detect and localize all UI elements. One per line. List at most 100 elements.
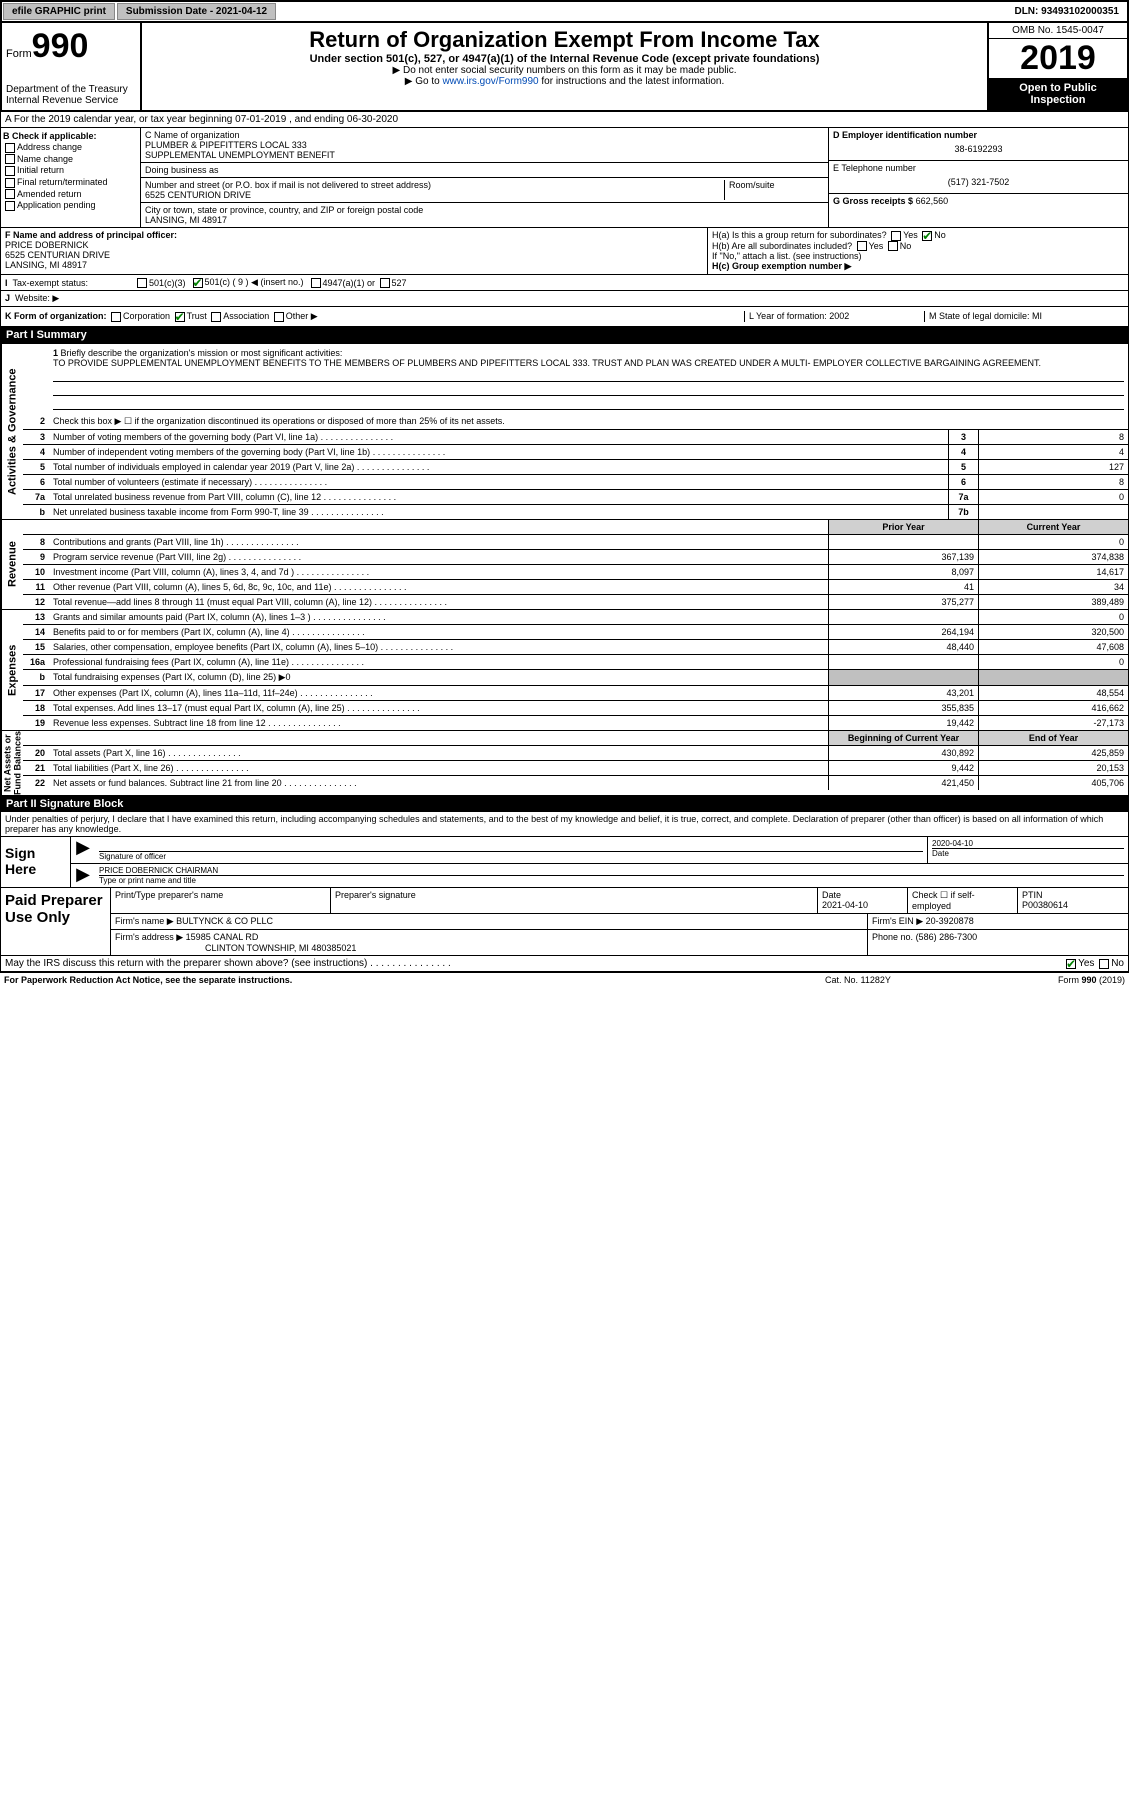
cb-discuss-yes[interactable] <box>1066 959 1076 969</box>
part1-header: Part I Summary <box>0 327 1129 343</box>
ein-label: Firm's EIN ▶ <box>872 916 923 926</box>
cb-527[interactable] <box>380 278 390 288</box>
subtitle-2: ▶ Do not enter social security numbers o… <box>146 65 983 76</box>
sig-name-label: Type or print name and title <box>99 876 196 885</box>
f-name: PRICE DOBERNICK <box>5 240 703 250</box>
j-text: Website: ▶ <box>15 293 59 303</box>
hdr-prior: Prior Year <box>828 520 978 534</box>
b-item-5: Application pending <box>17 200 96 210</box>
addr1: 15985 CANAL RD <box>186 932 259 942</box>
f-label: F Name and address of principal officer: <box>5 230 703 240</box>
cb-final[interactable] <box>5 178 15 188</box>
g-value: 662,560 <box>916 196 949 206</box>
ha-no: No <box>934 230 946 240</box>
goto-pre: ▶ Go to <box>405 76 443 87</box>
goto-post: for instructions and the latest informat… <box>539 76 725 87</box>
col-h: H(a) Is this a group return for subordin… <box>708 228 1128 274</box>
arrow-icon-2: ▶ <box>71 864 95 887</box>
sig-date: 2020-04-10 <box>932 839 1124 848</box>
cb-other[interactable] <box>274 312 284 322</box>
paid-h3: Date <box>822 890 841 900</box>
top-bar: efile GRAPHIC print Submission Date - 20… <box>0 0 1129 23</box>
cb-ha-no[interactable] <box>922 231 932 241</box>
rev-header: Prior Year Current Year <box>23 520 1128 535</box>
cb-discuss-no[interactable] <box>1099 959 1109 969</box>
ag-line-6: 6Total number of volunteers (estimate if… <box>23 475 1128 490</box>
opt-527: 527 <box>392 278 407 288</box>
k-trust: Trust <box>187 311 207 321</box>
cb-amended[interactable] <box>5 189 15 199</box>
cb-501c[interactable] <box>193 278 203 288</box>
exp-lines-17: 17Other expenses (Part IX, column (A), l… <box>23 686 1128 701</box>
ag-line-3: 3Number of voting members of the governi… <box>23 430 1128 445</box>
sig-date-label: Date <box>932 849 949 858</box>
i-label: I <box>5 278 8 288</box>
cb-hb-no[interactable] <box>888 241 898 251</box>
cb-4947[interactable] <box>311 278 321 288</box>
dept-label: Department of the Treasury Internal Reve… <box>6 84 136 106</box>
b-item-0: Address change <box>17 142 82 152</box>
cb-corp[interactable] <box>111 312 121 322</box>
paid-h5: PTIN <box>1022 890 1043 900</box>
cb-initial[interactable] <box>5 166 15 176</box>
irs-link[interactable]: www.irs.gov/Form990 <box>442 76 538 87</box>
submission-date: Submission Date - 2021-04-12 <box>117 3 276 20</box>
paid-block: Paid Preparer Use Only Print/Type prepar… <box>0 888 1129 956</box>
summary-ag: Activities & Governance 1 Briefly descri… <box>0 343 1129 520</box>
cb-hb-yes[interactable] <box>857 241 867 251</box>
part2-header: Part II Signature Block <box>0 796 1129 812</box>
row-j: J Website: ▶ <box>0 291 1129 307</box>
summary-na: Net Assets or Fund Balances Beginning of… <box>0 731 1129 796</box>
sig-officer-label: Signature of officer <box>99 852 166 861</box>
hc-label: H(c) Group exemption number ▶ <box>712 261 1124 272</box>
paid-h1: Print/Type preparer's name <box>111 888 331 913</box>
c-street-label: Number and street (or P.O. box if mail i… <box>145 180 724 190</box>
foot-l: For Paperwork Reduction Act Notice, see … <box>4 975 825 985</box>
rev-lines-9: 9Program service revenue (Part VIII, lin… <box>23 550 1128 565</box>
cb-assoc[interactable] <box>211 312 221 322</box>
efile-button[interactable]: efile GRAPHIC print <box>3 3 115 20</box>
e-value: (517) 321-7502 <box>833 173 1124 191</box>
row-a: A For the 2019 calendar year, or tax yea… <box>0 112 1129 128</box>
discuss-text: May the IRS discuss this return with the… <box>5 958 1064 969</box>
cb-501c3[interactable] <box>137 278 147 288</box>
cb-trust[interactable] <box>175 312 185 322</box>
sig-line <box>99 851 923 852</box>
c-city: LANSING, MI 48917 <box>145 215 824 225</box>
tax-label: Tax-exempt status: <box>13 278 89 288</box>
line1-num: 1 <box>53 348 58 358</box>
g-label: G Gross receipts $ <box>833 196 913 206</box>
na-header: Beginning of Current Year End of Year <box>23 731 1128 746</box>
col-c: C Name of organization PLUMBER & PIPEFIT… <box>141 128 828 227</box>
k-label: K Form of organization: <box>5 311 107 321</box>
sign-label: Sign Here <box>1 837 71 887</box>
cb-pending[interactable] <box>5 201 15 211</box>
footer: For Paperwork Reduction Act Notice, see … <box>0 972 1129 987</box>
cb-address-change[interactable] <box>5 143 15 153</box>
col-b: B Check if applicable: Address change Na… <box>1 128 141 227</box>
k-corp: Corporation <box>123 311 170 321</box>
addr2: CLINTON TOWNSHIP, MI 480385021 <box>115 943 356 953</box>
form-header: Form990 Department of the Treasury Inter… <box>0 23 1129 112</box>
k-other: Other ▶ <box>286 311 318 321</box>
summary-rev: Revenue Prior Year Current Year 8Contrib… <box>0 520 1129 610</box>
b-item-2: Initial return <box>17 165 64 175</box>
c-name: PLUMBER & PIPEFITTERS LOCAL 333 SUPPLEME… <box>145 140 824 160</box>
form-title: Return of Organization Exempt From Incom… <box>146 27 983 53</box>
cb-ha-yes[interactable] <box>891 231 901 241</box>
ag-line-7a: 7aTotal unrelated business revenue from … <box>23 490 1128 505</box>
b-title: B Check if applicable: <box>3 131 138 141</box>
foot-m: Cat. No. 11282Y <box>825 975 975 985</box>
b-item-3: Final return/terminated <box>17 177 108 187</box>
form-number: 990 <box>32 27 89 65</box>
na-lines-20: 20Total assets (Part X, line 16)430,8924… <box>23 746 1128 761</box>
j-label: J <box>5 293 10 303</box>
cb-name-change[interactable] <box>5 154 15 164</box>
dln: DLN: 93493102000351 <box>1006 4 1127 19</box>
section-bcdeg: B Check if applicable: Address change Na… <box>0 128 1129 228</box>
vside-rev: Revenue <box>1 520 23 609</box>
b-item-1: Name change <box>17 154 73 164</box>
opt-501c: 501(c) ( 9 ) ◀ (insert no.) <box>205 277 304 288</box>
summary-exp: Expenses 13Grants and similar amounts pa… <box>0 610 1129 731</box>
exp-lines-19: 19Revenue less expenses. Subtract line 1… <box>23 716 1128 730</box>
